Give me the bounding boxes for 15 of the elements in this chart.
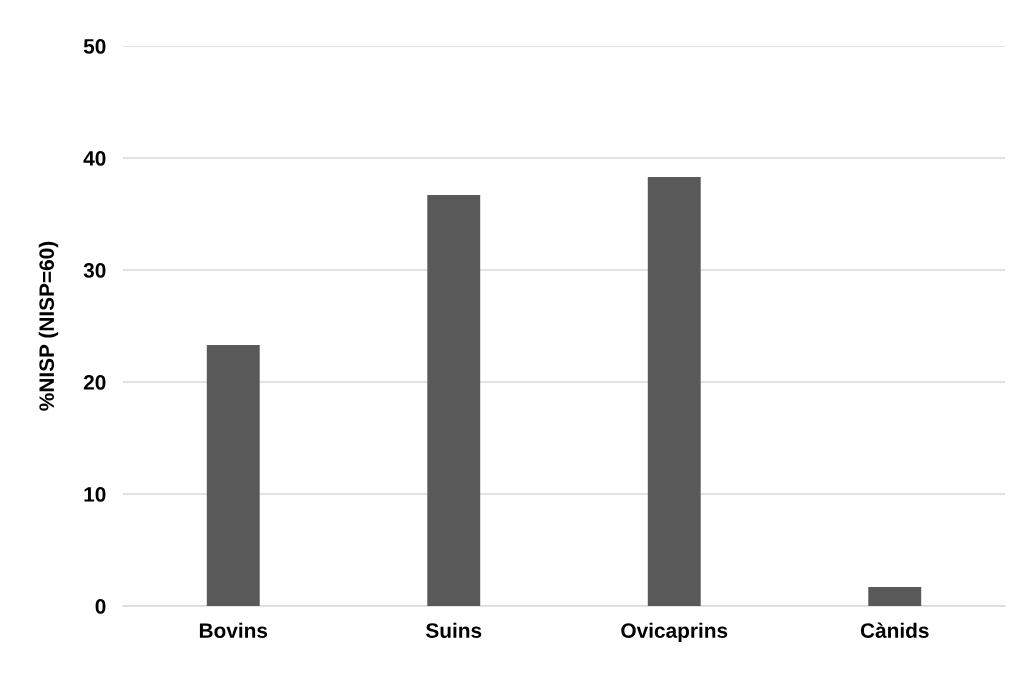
bar <box>427 194 481 606</box>
y-tick-label: 40 <box>83 151 106 166</box>
bar <box>206 345 260 606</box>
x-tick-label: Cànids <box>860 622 929 638</box>
x-tick-label: Bovins <box>199 622 268 638</box>
y-tick-label: 0 <box>95 599 106 614</box>
y-tick-label: 50 <box>83 39 106 54</box>
x-tick-label: Ovicaprins <box>621 622 728 643</box>
y-axis-title: %NISP (NISP=60) <box>38 241 59 411</box>
y-tick-label: 20 <box>83 375 106 390</box>
y-tick-label: 30 <box>83 263 106 278</box>
y-tick-label: 10 <box>84 487 106 502</box>
bar <box>647 177 701 606</box>
x-tick-label: Suins <box>425 622 482 638</box>
bar <box>868 586 922 606</box>
